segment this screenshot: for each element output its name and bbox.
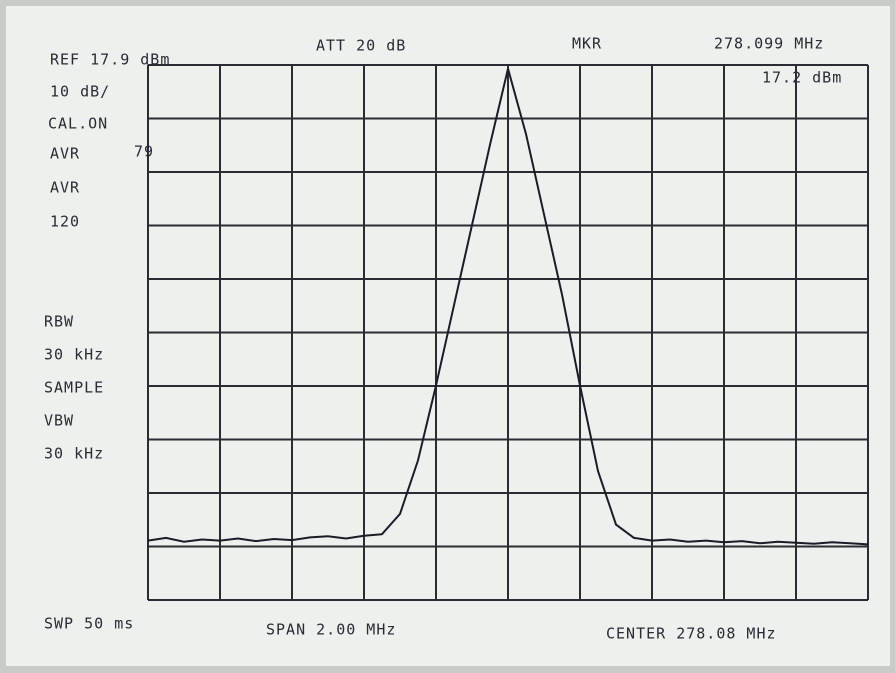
mkr-freq: 278.099 MHz [714, 35, 824, 53]
att-label: ATT 20 dB [316, 37, 406, 55]
ref-label: REF 17.9 dBm [50, 51, 170, 69]
rbw-value: 30 kHz [44, 346, 104, 364]
avr-label: AVR [50, 145, 80, 163]
avr-total: 120 [50, 213, 80, 231]
avr-count: 79 [134, 143, 154, 161]
trace-line [147, 68, 869, 546]
sweep-label: SWP 50 ms [44, 615, 134, 633]
span-label: SPAN 2.00 MHz [266, 621, 396, 639]
center-label: CENTER 278.08 MHz [606, 625, 777, 643]
detector-label: SAMPLE [44, 379, 104, 397]
vbw-value: 30 kHz [44, 445, 104, 463]
scale-label: 10 dB/ [50, 83, 110, 101]
cal-label: CAL.ON [48, 115, 108, 133]
mkr-level: 17.2 dBm [762, 69, 842, 87]
vbw-label: VBW [44, 412, 74, 430]
avr-label: AVR [50, 179, 80, 197]
mkr-label: MKR [572, 35, 602, 53]
rbw-label: RBW [44, 313, 74, 331]
